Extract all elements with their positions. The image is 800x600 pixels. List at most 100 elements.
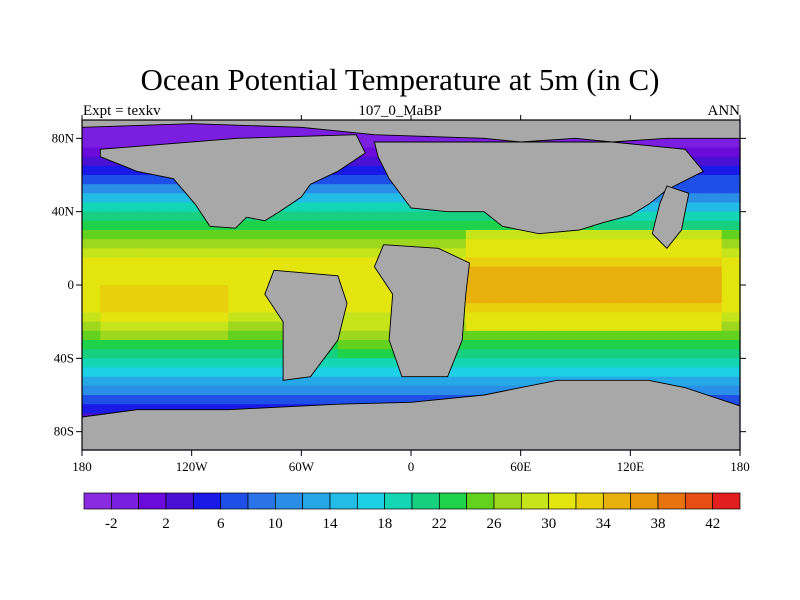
field-cell	[228, 349, 248, 359]
field-cell	[319, 129, 339, 139]
field-cell	[264, 312, 284, 323]
field-cell	[612, 349, 631, 359]
field-cell	[703, 156, 723, 167]
field-cell	[538, 340, 558, 350]
field-cell	[630, 138, 650, 149]
field-cell	[484, 340, 503, 350]
field-cell	[411, 376, 430, 387]
field-cell	[228, 248, 248, 259]
field-cell	[685, 266, 705, 277]
field-cell	[191, 340, 211, 350]
field-cell	[136, 349, 156, 359]
field-cell	[465, 312, 485, 323]
field-cell	[209, 395, 229, 405]
field-cell	[264, 220, 284, 231]
field-cell	[228, 340, 248, 350]
field-cell	[374, 349, 394, 359]
field-cell	[447, 385, 467, 396]
field-cell	[173, 266, 193, 277]
field-cell	[337, 330, 357, 341]
field-cell	[301, 202, 321, 213]
field-cell	[685, 230, 705, 240]
field-cell	[246, 285, 266, 295]
field-cell	[538, 266, 558, 277]
colorbar-swatch	[274, 492, 304, 510]
colorbar-swatch	[329, 492, 358, 510]
field-cell	[136, 376, 156, 387]
field-cell	[502, 340, 522, 350]
field-cell	[648, 275, 668, 286]
field-cell	[319, 175, 339, 185]
field-cell	[703, 340, 723, 350]
field-cell	[283, 230, 302, 240]
field-cell	[484, 321, 503, 332]
field-cell	[374, 385, 394, 396]
field-cell	[136, 275, 156, 286]
field-cell	[82, 175, 101, 185]
field-cell	[118, 165, 138, 176]
field-cell	[685, 358, 705, 369]
field-cell	[228, 275, 248, 286]
field-cell	[246, 395, 266, 405]
field-cell	[538, 257, 558, 268]
age-label: 107_0_MaBP	[358, 103, 442, 119]
field-cell	[648, 266, 668, 277]
field-cell	[319, 248, 339, 259]
colorbar-swatch	[657, 492, 686, 510]
field-cell	[593, 312, 613, 323]
field-cell	[685, 376, 705, 387]
field-cell	[356, 165, 376, 176]
field-cell	[429, 211, 449, 222]
field-cell	[209, 257, 229, 268]
field-cell	[82, 156, 101, 167]
field-cell	[246, 367, 266, 378]
field-cell	[264, 349, 284, 359]
y-tick-label: 0	[68, 277, 75, 292]
field-cell	[575, 358, 595, 369]
colorbar-swatch	[302, 492, 331, 510]
field-cell	[301, 385, 321, 396]
field-cell	[100, 138, 120, 149]
field-cell	[465, 330, 485, 341]
field-cell	[356, 147, 376, 158]
field-cell	[100, 230, 120, 240]
field-cell	[685, 211, 705, 222]
field-cell	[612, 358, 631, 369]
field-cell	[82, 257, 101, 268]
field-cell	[593, 294, 613, 304]
field-cell	[356, 294, 376, 304]
field-cell	[173, 330, 193, 341]
field-cell	[209, 376, 229, 387]
field-cell	[173, 376, 193, 387]
field-cell	[246, 294, 266, 304]
field-cell	[209, 349, 229, 359]
field-cell	[173, 257, 193, 268]
field-cell	[155, 275, 174, 286]
field-cell	[191, 312, 211, 323]
field-cell	[264, 376, 284, 387]
field-cell	[538, 330, 558, 341]
field-cell	[356, 340, 376, 350]
field-cell	[666, 349, 686, 359]
field-cell	[447, 230, 467, 240]
colorbar-swatch	[110, 492, 140, 510]
field-cell	[593, 321, 613, 332]
field-cell	[136, 138, 156, 149]
field-cell	[301, 129, 321, 139]
field-cell	[118, 266, 138, 277]
field-cell	[685, 184, 705, 194]
field-cell	[411, 385, 430, 396]
field-cell	[100, 285, 120, 295]
field-cell	[118, 321, 138, 332]
field-cell	[703, 257, 723, 268]
field-cell	[118, 349, 138, 359]
field-cell	[648, 303, 668, 314]
field-cell	[630, 340, 650, 350]
field-cell	[593, 303, 613, 314]
field-cell	[484, 239, 503, 249]
field-cell	[557, 257, 577, 268]
field-cell	[685, 303, 705, 314]
field-cell	[538, 248, 558, 259]
field-cell	[173, 294, 193, 304]
field-cell	[337, 239, 357, 249]
